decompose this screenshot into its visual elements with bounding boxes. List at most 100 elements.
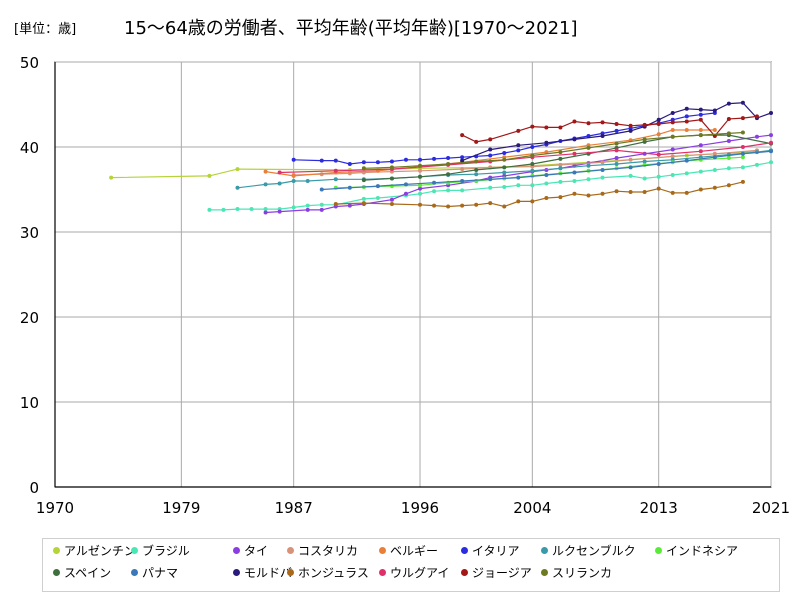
- data-point: [305, 203, 310, 208]
- data-point: [572, 179, 577, 183]
- data-point: [516, 143, 521, 148]
- data-point: [530, 199, 535, 204]
- legend-label: ウルグアイ: [390, 566, 450, 580]
- legend-item: パナマ: [131, 566, 178, 580]
- data-point: [488, 137, 493, 142]
- legend-swatch: [461, 547, 468, 554]
- data-point: [235, 185, 240, 190]
- data-point: [432, 156, 437, 161]
- data-point: [684, 158, 689, 163]
- data-point: [418, 186, 423, 191]
- data-point: [740, 165, 745, 170]
- data-point: [277, 209, 282, 214]
- data-point: [769, 111, 773, 115]
- legend-item: ブラジル: [131, 544, 190, 558]
- data-point: [460, 155, 465, 160]
- data-point: [572, 151, 577, 156]
- data-point: [333, 201, 338, 206]
- legend-swatch: [287, 569, 294, 576]
- data-point: [769, 160, 773, 165]
- data-point: [558, 125, 563, 130]
- legend-item: インドネシア: [655, 544, 738, 558]
- data-point: [769, 149, 773, 154]
- x-tick-label: 2004: [513, 499, 551, 517]
- data-point: [656, 186, 661, 191]
- data-point: [263, 210, 268, 215]
- data-point: [305, 179, 310, 183]
- x-tick-label: 1987: [275, 499, 313, 517]
- data-point: [628, 190, 633, 195]
- data-point: [291, 157, 296, 162]
- data-point: [586, 121, 591, 126]
- data-point: [403, 191, 408, 196]
- legend-item: ベルギー: [379, 544, 438, 558]
- data-point: [698, 112, 703, 117]
- data-point: [460, 188, 465, 193]
- legend-swatch: [233, 569, 240, 576]
- data-point: [474, 139, 479, 144]
- data-point: [726, 183, 731, 188]
- data-point: [614, 128, 619, 133]
- legend-label: スペイン: [64, 566, 112, 580]
- data-point: [754, 134, 759, 139]
- data-point: [389, 159, 394, 164]
- data-point: [502, 184, 507, 189]
- data-point: [614, 141, 619, 146]
- data-point: [516, 148, 521, 153]
- data-point: [670, 154, 675, 159]
- data-point: [207, 173, 212, 178]
- data-point: [600, 133, 605, 138]
- data-point: [389, 176, 394, 181]
- data-point: [446, 172, 451, 177]
- data-point: [375, 184, 380, 189]
- data-point: [712, 128, 717, 132]
- data-point: [418, 168, 423, 173]
- y-tick-label: 40: [20, 139, 39, 157]
- data-point: [544, 140, 549, 145]
- data-point: [656, 122, 661, 127]
- data-point: [263, 182, 268, 187]
- chart-legend: アルゼンチン ブラジル タイ コスタリカ ベルギー イタリア ルクセンブルク インドネシア スペ…: [42, 538, 780, 592]
- legend-label: コスタリカ: [298, 544, 359, 558]
- data-point: [502, 170, 507, 175]
- data-point: [754, 114, 759, 119]
- data-point: [558, 195, 563, 200]
- data-point: [418, 183, 423, 188]
- data-point: [333, 177, 338, 182]
- data-point: [670, 173, 675, 178]
- legend-label: アルゼンチン: [64, 544, 136, 558]
- data-point: [488, 185, 493, 190]
- data-point: [754, 162, 759, 167]
- data-point: [516, 175, 521, 180]
- data-point: [670, 190, 675, 195]
- series-line: [237, 149, 772, 189]
- data-point: [586, 177, 591, 182]
- legend-swatch: [541, 547, 548, 554]
- data-point: [418, 174, 423, 179]
- data-point: [586, 163, 591, 168]
- data-point: [698, 149, 703, 154]
- data-point: [291, 173, 296, 178]
- x-tick-label: 1979: [162, 499, 200, 517]
- legend-swatch: [131, 547, 138, 554]
- data-point: [544, 181, 549, 186]
- legend-swatch: [53, 547, 60, 554]
- data-point: [249, 207, 254, 212]
- data-point: [656, 132, 661, 137]
- data-point: [277, 181, 282, 186]
- y-tick-label: 20: [20, 309, 39, 327]
- data-point: [698, 133, 703, 138]
- data-point: [740, 155, 745, 160]
- data-point: [432, 180, 437, 185]
- data-point: [319, 158, 324, 163]
- data-point: [544, 173, 549, 178]
- data-point: [474, 167, 479, 172]
- legend-item: スリランカ: [541, 566, 612, 580]
- legend-swatch: [287, 547, 294, 554]
- legend-label: ブラジル: [142, 544, 190, 558]
- data-point: [698, 169, 703, 174]
- data-point: [502, 204, 507, 209]
- data-point: [460, 179, 465, 183]
- data-point: [418, 202, 423, 207]
- legend-item: コスタリカ: [287, 544, 358, 558]
